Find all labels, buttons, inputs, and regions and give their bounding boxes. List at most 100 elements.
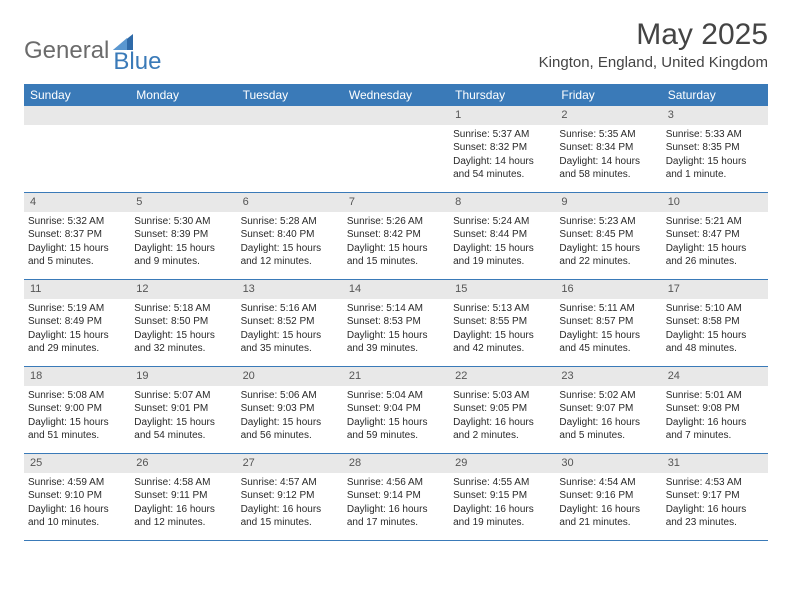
sunrise-text: Sunrise: 4:57 AM <box>241 476 339 490</box>
day-number: 23 <box>555 367 661 386</box>
day-number: 14 <box>343 280 449 299</box>
sunset-text: Sunset: 9:03 PM <box>241 402 339 416</box>
sunset-text: Sunset: 8:37 PM <box>28 228 126 242</box>
sunset-text: Sunset: 9:11 PM <box>134 489 232 503</box>
week-row: 25Sunrise: 4:59 AMSunset: 9:10 PMDayligh… <box>24 454 768 541</box>
day-number: 1 <box>449 106 555 125</box>
day-number: 18 <box>24 367 130 386</box>
daylight-text: Daylight: 15 hours and 22 minutes. <box>559 242 657 269</box>
sunrise-text: Sunrise: 5:03 AM <box>453 389 551 403</box>
day-number: 8 <box>449 193 555 212</box>
daylight-text: Daylight: 16 hours and 12 minutes. <box>134 503 232 530</box>
day-number <box>130 106 236 125</box>
sunset-text: Sunset: 8:47 PM <box>666 228 764 242</box>
weekday-header: Wednesday <box>343 84 449 106</box>
day-number: 12 <box>130 280 236 299</box>
sunrise-text: Sunrise: 4:59 AM <box>28 476 126 490</box>
sunrise-text: Sunrise: 5:11 AM <box>559 302 657 316</box>
weekday-header: Tuesday <box>237 84 343 106</box>
day-cell <box>237 106 343 192</box>
daylight-text: Daylight: 15 hours and 29 minutes. <box>28 329 126 356</box>
page-title: May 2025 <box>539 18 768 52</box>
day-cell: 18Sunrise: 5:08 AMSunset: 9:00 PMDayligh… <box>24 367 130 453</box>
day-cell: 19Sunrise: 5:07 AMSunset: 9:01 PMDayligh… <box>130 367 236 453</box>
day-number: 22 <box>449 367 555 386</box>
sunrise-text: Sunrise: 5:26 AM <box>347 215 445 229</box>
sunrise-text: Sunrise: 4:58 AM <box>134 476 232 490</box>
day-cell <box>343 106 449 192</box>
sunrise-text: Sunrise: 5:21 AM <box>666 215 764 229</box>
daylight-text: Daylight: 16 hours and 7 minutes. <box>666 416 764 443</box>
day-number <box>343 106 449 125</box>
day-number: 5 <box>130 193 236 212</box>
daylight-text: Daylight: 15 hours and 5 minutes. <box>28 242 126 269</box>
day-number: 9 <box>555 193 661 212</box>
day-cell <box>24 106 130 192</box>
day-number <box>24 106 130 125</box>
sunset-text: Sunset: 8:58 PM <box>666 315 764 329</box>
sunset-text: Sunset: 8:34 PM <box>559 141 657 155</box>
day-cell: 10 Sunrise: 5:21 AMSunset: 8:47 PMDayligh… <box>662 193 768 279</box>
week-row: 4Sunrise: 5:32 AMSunset: 8:37 PMDaylight… <box>24 193 768 280</box>
sunrise-text: Sunrise: 5:16 AM <box>241 302 339 316</box>
day-cell: 29Sunrise: 4:55 AMSunset: 9:15 PMDayligh… <box>449 454 555 540</box>
sunrise-text: Sunrise: 5:02 AM <box>559 389 657 403</box>
sunset-text: Sunset: 8:57 PM <box>559 315 657 329</box>
day-number: 21 <box>343 367 449 386</box>
day-cell: 15Sunrise: 5:13 AMSunset: 8:55 PMDayligh… <box>449 280 555 366</box>
sunset-text: Sunset: 8:35 PM <box>666 141 764 155</box>
logo-word1: General <box>24 37 109 65</box>
day-cell: 3Sunrise: 5:33 AMSunset: 8:35 PMDaylight… <box>662 106 768 192</box>
sunrise-text: Sunrise: 4:53 AM <box>666 476 764 490</box>
sunset-text: Sunset: 8:44 PM <box>453 228 551 242</box>
weekday-header: Sunday <box>24 84 130 106</box>
week-row: 18Sunrise: 5:08 AMSunset: 9:00 PMDayligh… <box>24 367 768 454</box>
day-number: 4 <box>24 193 130 212</box>
day-cell: 7Sunrise: 5:26 AMSunset: 8:42 PMDaylight… <box>343 193 449 279</box>
location: Kington, England, United Kingdom <box>539 54 768 71</box>
daylight-text: Daylight: 16 hours and 19 minutes. <box>453 503 551 530</box>
day-number: 26 <box>130 454 236 473</box>
day-cell: 4Sunrise: 5:32 AMSunset: 8:37 PMDaylight… <box>24 193 130 279</box>
sunset-text: Sunset: 9:00 PM <box>28 402 126 416</box>
sunrise-text: Sunrise: 4:55 AM <box>453 476 551 490</box>
weekday-header-row: SundayMondayTuesdayWednesdayThursdayFrid… <box>24 84 768 106</box>
sunset-text: Sunset: 8:53 PM <box>347 315 445 329</box>
sunrise-text: Sunrise: 5:19 AM <box>28 302 126 316</box>
daylight-text: Daylight: 15 hours and 35 minutes. <box>241 329 339 356</box>
day-cell: 28Sunrise: 4:56 AMSunset: 9:14 PMDayligh… <box>343 454 449 540</box>
sunrise-text: Sunrise: 4:56 AM <box>347 476 445 490</box>
sunrise-text: Sunrise: 5:37 AM <box>453 128 551 142</box>
daylight-text: Daylight: 15 hours and 45 minutes. <box>559 329 657 356</box>
daylight-text: Daylight: 15 hours and 32 minutes. <box>134 329 232 356</box>
daylight-text: Daylight: 15 hours and 26 minutes. <box>666 242 764 269</box>
sunrise-text: Sunrise: 5:23 AM <box>559 215 657 229</box>
sunset-text: Sunset: 9:05 PM <box>453 402 551 416</box>
day-number: 2 <box>555 106 661 125</box>
daylight-text: Daylight: 15 hours and 48 minutes. <box>666 329 764 356</box>
daylight-text: Daylight: 15 hours and 59 minutes. <box>347 416 445 443</box>
sunrise-text: Sunrise: 5:10 AM <box>666 302 764 316</box>
sunrise-text: Sunrise: 4:54 AM <box>559 476 657 490</box>
daylight-text: Daylight: 15 hours and 9 minutes. <box>134 242 232 269</box>
sunrise-text: Sunrise: 5:30 AM <box>134 215 232 229</box>
day-number: 3 <box>662 106 768 125</box>
sunset-text: Sunset: 9:08 PM <box>666 402 764 416</box>
day-cell: 11Sunrise: 5:19 AMSunset: 8:49 PMDayligh… <box>24 280 130 366</box>
day-number: 20 <box>237 367 343 386</box>
sunset-text: Sunset: 9:12 PM <box>241 489 339 503</box>
sunrise-text: Sunrise: 5:06 AM <box>241 389 339 403</box>
daylight-text: Daylight: 16 hours and 15 minutes. <box>241 503 339 530</box>
day-cell: 31Sunrise: 4:53 AMSunset: 9:17 PMDayligh… <box>662 454 768 540</box>
title-block: May 2025 Kington, England, United Kingdo… <box>539 18 768 71</box>
daylight-text: Daylight: 15 hours and 39 minutes. <box>347 329 445 356</box>
day-cell: 9Sunrise: 5:23 AMSunset: 8:45 PMDaylight… <box>555 193 661 279</box>
weekday-header: Thursday <box>449 84 555 106</box>
daylight-text: Daylight: 15 hours and 42 minutes. <box>453 329 551 356</box>
sunrise-text: Sunrise: 5:35 AM <box>559 128 657 142</box>
sunrise-text: Sunrise: 5:24 AM <box>453 215 551 229</box>
logo: General Blue <box>24 18 161 76</box>
sunset-text: Sunset: 9:04 PM <box>347 402 445 416</box>
day-number: 10 <box>662 193 768 212</box>
daylight-text: Daylight: 15 hours and 56 minutes. <box>241 416 339 443</box>
